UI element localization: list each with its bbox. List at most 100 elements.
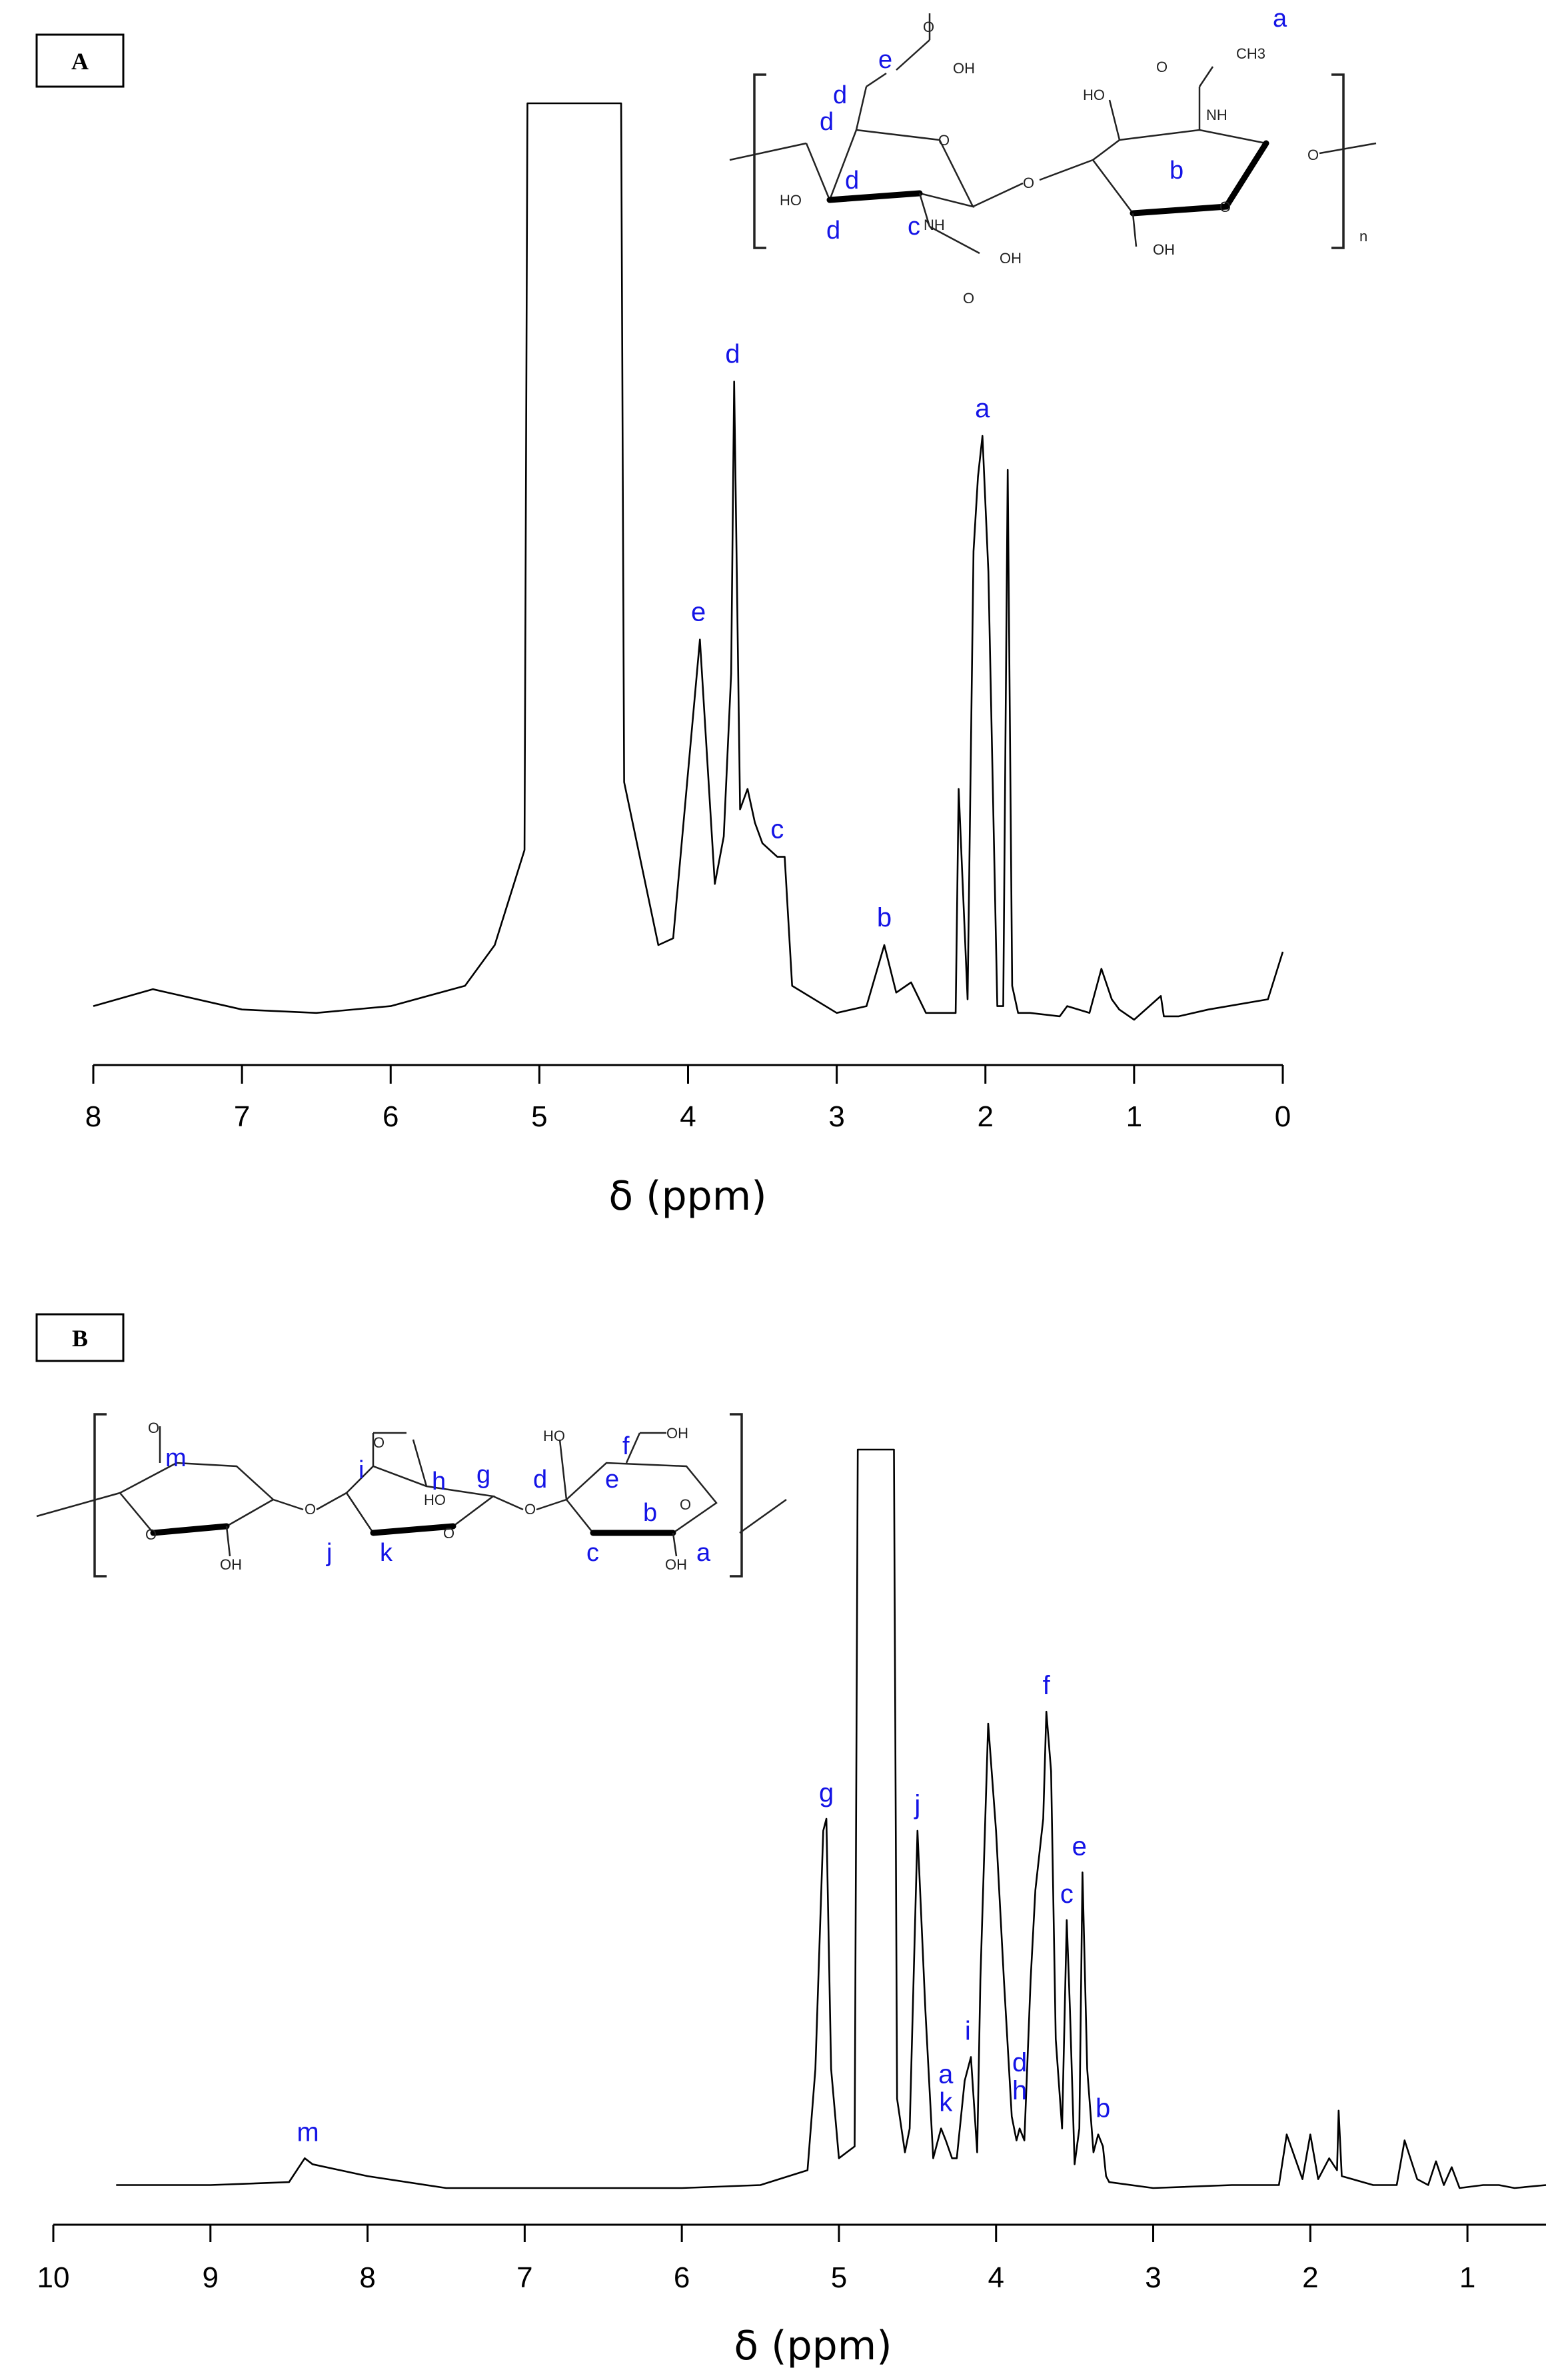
structure-a-atom-ho: HO <box>780 192 802 209</box>
structure-b-atom-o: O <box>680 1496 691 1513</box>
structure-a-bond <box>855 86 868 131</box>
x-tick-label: 4 <box>988 2261 1004 2294</box>
peak-label-g: g <box>819 1778 834 1807</box>
structure-a-letter-d: d <box>826 217 840 245</box>
structure-b-atom-o: O <box>305 1501 316 1518</box>
x-tick-label: 8 <box>359 2261 375 2294</box>
structure-b-atom-o: O <box>443 1525 454 1542</box>
structure-a-atom-ho: HO <box>1083 87 1105 103</box>
structure-a-atom-nh: NH <box>924 217 945 233</box>
peak-label-c: c <box>1060 1879 1074 1909</box>
x-ticks-a: 8 7 6 5 4 3 2 1 0 <box>85 1065 1291 1133</box>
structure-a-letter-a: a <box>1273 5 1287 33</box>
structure-b-ring-1-bold <box>150 1523 230 1536</box>
structure-a-atom-o: O <box>1023 175 1034 191</box>
peak-label-a: a <box>975 394 990 423</box>
structure-b-ring-2-bold <box>370 1523 456 1536</box>
structure-a-atom-oh: OH <box>1153 241 1175 258</box>
structure-a-bond <box>1319 142 1377 155</box>
peak-label-e: e <box>691 598 706 627</box>
structure-a-letter-d: d <box>833 81 847 109</box>
structure-b-atom-oh: OH <box>665 1556 687 1573</box>
structure-a-letter-d: d <box>845 167 859 195</box>
structure-b-left-bracket <box>93 1413 107 1578</box>
structure-a-right-bracket <box>1331 73 1345 249</box>
structure-a-bond <box>918 193 931 227</box>
structure-b-bond <box>492 1495 524 1511</box>
structure-b-letter-f: f <box>622 1432 630 1460</box>
x-tick-label: 3 <box>828 1100 844 1133</box>
structure-a-atom-o: O <box>963 290 974 307</box>
structure-b-letter-i: i <box>359 1456 364 1484</box>
x-tick-label: 2 <box>1302 2261 1318 2294</box>
structure-a-atom-o: O <box>923 19 934 35</box>
x-tick-label: 4 <box>680 1100 696 1133</box>
structure-b-bond <box>672 1532 678 1557</box>
structure-b-atom-ho: HO <box>543 1428 565 1444</box>
x-tick-label: 3 <box>1145 2261 1161 2294</box>
x-tick-label: 7 <box>516 2261 532 2294</box>
x-tick-label: 1 <box>1459 2261 1475 2294</box>
structure-b-letter-b: b <box>643 1499 657 1527</box>
structure-a-bond <box>896 39 930 71</box>
panel-a-label: A <box>71 48 89 75</box>
peak-labels-b: m g j kai hd f ce b <box>297 1671 1110 2147</box>
structure-a-left-bracket <box>753 73 766 249</box>
structure-a-atom-o: O <box>1156 59 1168 75</box>
structure-a-bond <box>866 72 887 88</box>
structure-b-ring-2 <box>345 1465 496 1534</box>
structure-b-bond <box>558 1439 568 1500</box>
structure-b-bond <box>536 1498 567 1511</box>
x-tick-label: 1 <box>1126 1100 1142 1133</box>
x-tick-label: 5 <box>831 2261 847 2294</box>
structure-a-letter-c: c <box>908 213 920 241</box>
peak-label-d: d <box>725 340 740 369</box>
structure-a-bond <box>1198 66 1214 87</box>
structure-a-ring-right-bold <box>1130 140 1269 217</box>
structure-b-letter-e: e <box>605 1466 619 1494</box>
structure-b-letter-g: g <box>476 1461 490 1489</box>
structure-b-bond <box>273 1498 304 1511</box>
structure-b-letter-a: a <box>696 1539 711 1567</box>
x-tick-label: 0 <box>1275 1100 1291 1133</box>
structure-a-letter-e: e <box>878 46 892 74</box>
peak-label-d: d <box>1012 2048 1027 2077</box>
x-tick-label: 7 <box>234 1100 250 1133</box>
x-tick-label: 9 <box>203 2261 219 2294</box>
peak-label-h: h <box>1012 2076 1027 2105</box>
structure-a-atom-oh: OH <box>953 60 975 77</box>
structure-b-bond <box>225 1526 231 1557</box>
structure-a-bond <box>929 225 980 255</box>
x-ticks-b: 10 9 8 7 6 5 4 3 2 1 <box>37 2225 1475 2294</box>
x-axis-title-b: δ (ppm) <box>734 2323 892 2369</box>
panel-b: B m i <box>35 1313 1547 2369</box>
structure-a-repeat-n: n <box>1359 228 1367 245</box>
panel-a-label-box <box>35 33 125 88</box>
structure-a-bond <box>972 182 1024 208</box>
structure-a-atom-o: O <box>1307 147 1319 163</box>
structure-a-bond <box>1132 213 1138 247</box>
structure-b-bond <box>36 1492 121 1518</box>
peak-label-b: b <box>877 903 892 932</box>
structure-b-atom-o: O <box>524 1501 536 1518</box>
structure-b: m i h g j k d e f b c a O O OH O O HO O … <box>36 1413 787 1578</box>
structure-b-letter-k: k <box>380 1539 393 1567</box>
structure-a: d d d d e c b a OH O HO NH OH O O HO NH … <box>729 5 1377 307</box>
peak-label-k: k <box>939 2088 953 2117</box>
peak-label-a: a <box>938 2060 954 2089</box>
structure-b-letter-c: c <box>586 1539 599 1567</box>
structure-b-right-bracket <box>730 1413 743 1578</box>
peak-label-b: b <box>1096 2094 1110 2123</box>
x-tick-label: 2 <box>978 1100 994 1133</box>
structure-b-letter-j: j <box>326 1539 332 1567</box>
peak-label-m: m <box>297 2117 319 2147</box>
structure-a-bond <box>1039 159 1094 181</box>
panel-b-label-box <box>35 1313 125 1362</box>
peak-label-i: i <box>965 2016 971 2045</box>
structure-b-bond <box>316 1492 347 1511</box>
x-tick-label: 10 <box>37 2261 70 2294</box>
structure-b-letter-h: h <box>432 1468 446 1496</box>
structure-b-atom-o: O <box>145 1526 157 1543</box>
